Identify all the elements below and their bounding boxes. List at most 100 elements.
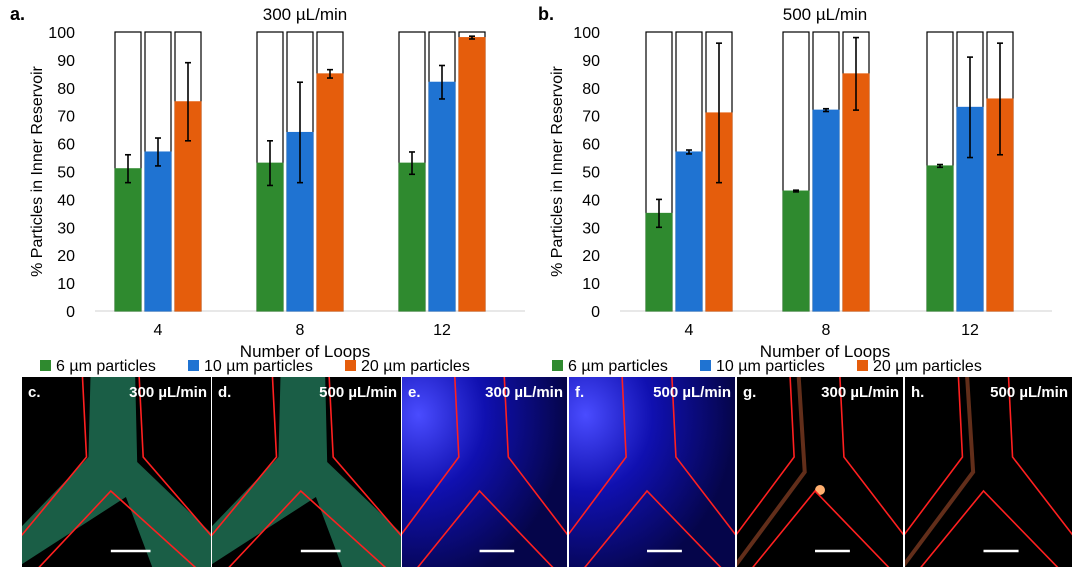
channel-wall [38,489,197,567]
micrograph-c: c. 300 µL/min [22,377,211,567]
x-axis-label: Number of Loops [240,342,370,361]
panel-b-chart: b. 500 µL/min 0 10 20 30 40 50 60 70 80 90 100 % Part… [538,4,1052,375]
y-tick-label: 10 [582,276,600,293]
micrograph-label: g. [743,384,756,401]
legend-swatch [552,360,563,371]
channel-wall [920,489,1059,567]
legend-swatch [40,360,51,371]
channel-wall [671,377,735,536]
data-bar [782,190,810,312]
chart-title: 300 µL/min [263,5,347,24]
channel-wall [905,377,964,535]
y-tick-label: 90 [57,53,75,70]
data-bar [144,151,172,312]
micrograph-label: e. [408,384,421,401]
y-tick-label: 50 [57,165,75,182]
y-tick-label: 0 [66,304,75,321]
micrograph-d: d. 500 µL/min [212,377,401,567]
micrograph-row: c. 300 µL/min d. 500 µL/min e. 300 µL/min f. 50… [22,377,1072,567]
y-tick-label: 80 [57,81,75,98]
flow-stream [212,377,401,567]
y-tick-label: 30 [582,220,600,237]
micrograph-background [569,377,735,567]
legend-label: 20 µm particles [873,358,982,375]
data-bar [458,37,486,312]
data-bar [812,109,840,312]
channel-wall [22,377,88,537]
legend-swatch [345,360,356,371]
data-bar [675,151,703,312]
y-axis-label: % Particles in Inner Reservoir [29,65,46,276]
x-tick-label: 4 [154,322,163,339]
x-tick-label: 8 [296,322,305,339]
legend-swatch [857,360,868,371]
particle-stream [905,377,976,567]
y-tick-label: 100 [573,25,600,42]
legend-label: 10 µm particles [716,358,825,375]
x-tick-label: 4 [685,322,694,339]
channel-wall [1007,377,1072,536]
y-tick-label: 60 [582,137,600,154]
y-tick-label: 20 [582,248,600,265]
channel-wall [417,489,554,567]
micrograph-flow-rate: 500 µL/min [319,384,397,401]
micrograph-flow-rate: 300 µL/min [821,384,899,401]
micrograph-label: h. [911,384,924,401]
data-bar [645,212,673,312]
legend-label: 6 µm particles [568,358,668,375]
channel-wall [328,377,401,537]
x-axis-label: Number of Loops [760,342,890,361]
x-tick-label: 12 [433,322,451,339]
channel-wall [138,377,211,537]
y-tick-label: 70 [582,109,600,126]
y-tick-label: 50 [582,165,600,182]
y-tick-label: 90 [582,53,600,70]
y-tick-label: 60 [57,137,75,154]
micrograph-label: d. [218,384,231,401]
channel-wall [737,377,795,535]
channel-wall [752,489,890,567]
legend-label: 10 µm particles [204,358,313,375]
channel-wall [503,377,567,536]
particle-stream [737,377,807,567]
micrograph-label: c. [28,384,41,401]
data-bar [428,81,456,312]
channel-wall [212,377,278,537]
micrograph-flow-rate: 500 µL/min [990,384,1068,401]
data-bar [398,162,426,312]
y-tick-label: 70 [57,109,75,126]
micrograph-flow-rate: 500 µL/min [653,384,731,401]
y-tick-label: 10 [57,276,75,293]
x-tick-label: 8 [822,322,831,339]
micrograph-e: e. 300 µL/min [402,377,567,567]
micrograph-h: h. 500 µL/min [905,377,1072,567]
y-tick-label: 100 [48,25,75,42]
y-tick-label: 0 [591,304,600,321]
flow-stream [22,377,211,567]
data-bar [114,168,142,312]
micrograph-flow-rate: 300 µL/min [129,384,207,401]
data-bar [256,162,284,312]
legend-label: 20 µm particles [361,358,470,375]
micrograph-background [905,377,1072,567]
data-bar [316,73,344,312]
data-bar [926,165,954,312]
micrograph-f: f. 500 µL/min [569,377,735,567]
data-bar [842,73,870,312]
channel-wall [402,377,460,535]
y-tick-label: 20 [57,248,75,265]
x-tick-label: 12 [961,322,979,339]
micrograph-g: g. 300 µL/min [737,377,903,567]
legend-swatch [188,360,199,371]
y-tick-label: 80 [582,81,600,98]
panel-a-chart: a. 300 µL/min 0 10 20 30 40 50 60 70 80 90 100 % Part… [10,4,525,375]
y-axis-label: % Particles in Inner Reservoir [549,65,566,276]
chart-title: 500 µL/min [783,5,867,24]
channel-wall [584,489,722,567]
panel-label: b. [538,4,554,24]
legend-label: 6 µm particles [56,358,156,375]
y-tick-label: 30 [57,220,75,237]
panel-label: a. [10,4,25,24]
micrograph-background [402,377,567,567]
